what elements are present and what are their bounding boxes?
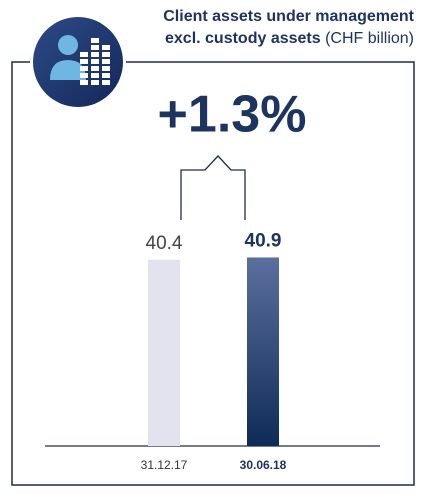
frame [11, 61, 415, 486]
annotation: +1.3% [158, 86, 307, 144]
x-tick-label: 30.06.18 [240, 458, 287, 472]
bracket [180, 155, 246, 220]
bar [247, 257, 279, 446]
icon [33, 17, 123, 107]
subtitle: excl. custody assets [165, 30, 321, 47]
chart-subtitle: excl. custody assets (CHF billion) [165, 30, 414, 47]
x-tick-label: 31.12.17 [141, 458, 188, 472]
bar [148, 259, 180, 446]
chart-title: Client assets under management [163, 8, 414, 25]
unit: (CHF billion) [325, 30, 414, 47]
value-label: 40.4 [146, 233, 183, 254]
value-label: 40.9 [245, 230, 282, 251]
